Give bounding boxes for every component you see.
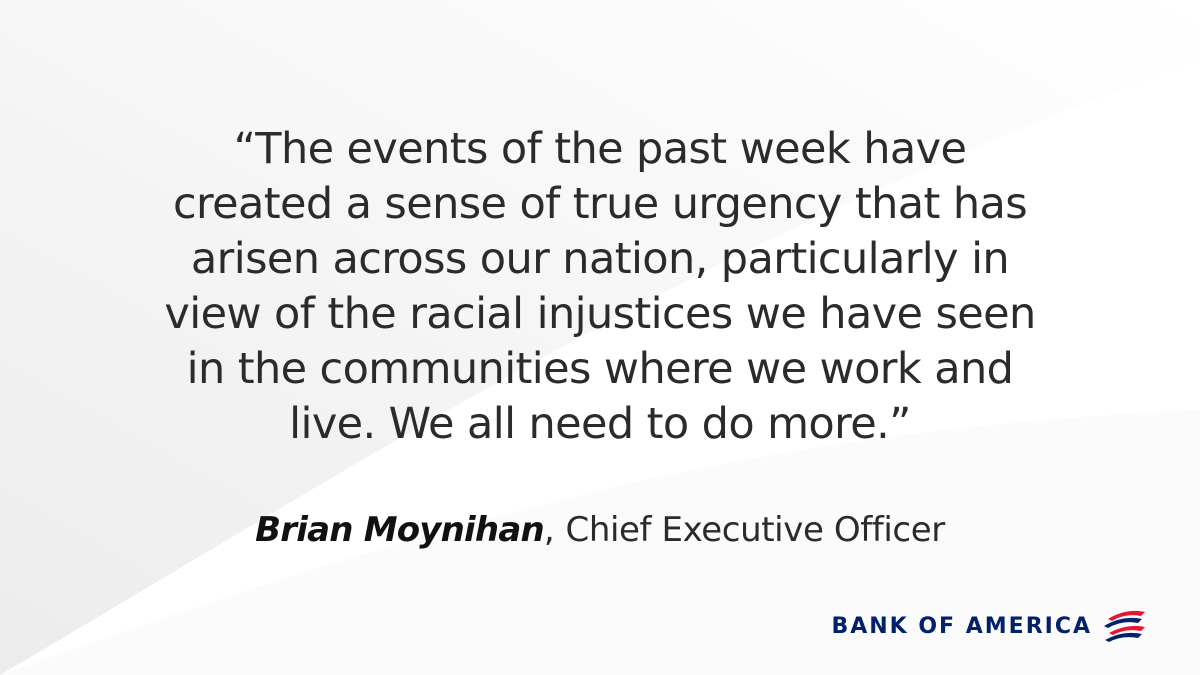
speaker-name: Brian Moynihan <box>255 510 545 550</box>
quote-line: created a sense of true urgency that has <box>172 179 1028 229</box>
attribution: Brian Moynihan, Chief Executive Officer <box>0 508 1200 552</box>
quote-line: view of the racial injustices we have se… <box>164 289 1036 339</box>
quote-line: live. We all need to do more.” <box>289 399 911 449</box>
quote-line: “The events of the past week have <box>233 124 967 174</box>
quote-line: arisen across our nation, particularly i… <box>190 234 1010 284</box>
attribution-separator: , <box>543 510 555 550</box>
quote-line: in the communities where we work and <box>186 344 1014 394</box>
logo-wordmark: BANK OF AMERICA <box>831 613 1092 639</box>
flag-logo-icon <box>1104 610 1145 642</box>
quote-text: “The events of the past week have create… <box>60 122 1140 452</box>
bank-of-america-logo: BANK OF AMERICA <box>831 602 1148 650</box>
speaker-title: Chief Executive Officer <box>565 510 946 550</box>
